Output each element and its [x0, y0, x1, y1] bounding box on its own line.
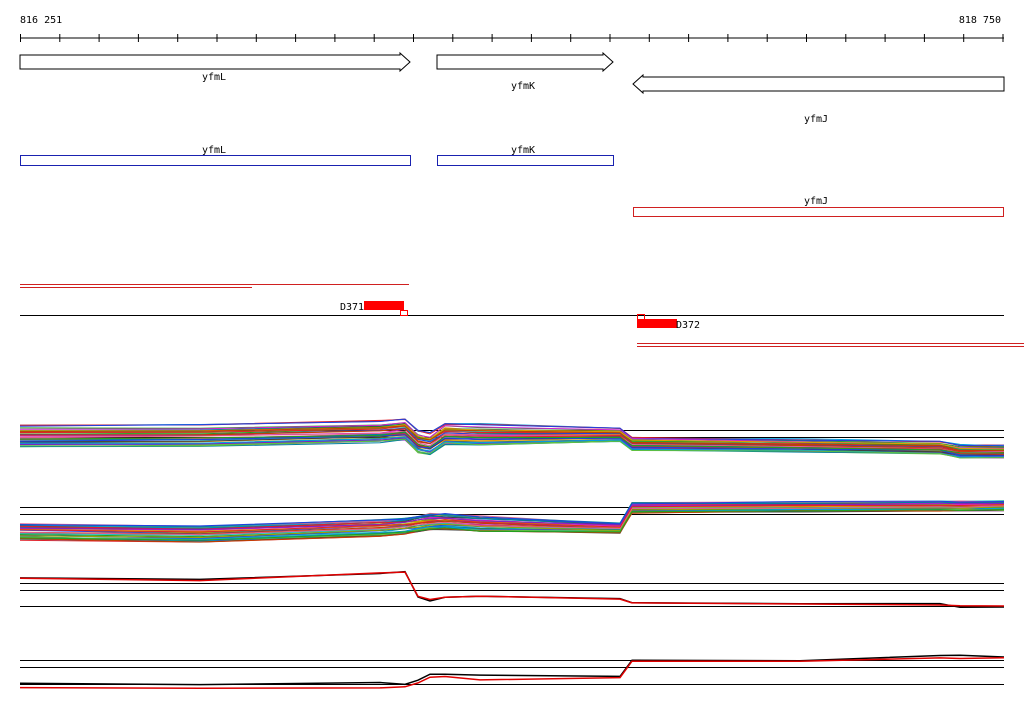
region-box [364, 301, 404, 310]
gene-arrow [19, 51, 411, 73]
expression-trace [19, 509, 1005, 541]
region-label: D371 [340, 302, 364, 313]
expression-trace [19, 418, 1005, 447]
annotation-box [437, 155, 614, 166]
ruler-start: 816 251 [20, 15, 62, 26]
gene-label: yfmL [202, 72, 226, 83]
expression-trace [19, 438, 1005, 459]
annotation-box [20, 155, 411, 166]
region-marker [400, 310, 408, 316]
expression-trace [19, 657, 1005, 690]
gene-label: yfmJ [804, 114, 828, 125]
expression-trace [19, 570, 1005, 609]
gene-arrow [436, 51, 614, 73]
annotation-label: yfmL [202, 145, 226, 156]
expression-traces [19, 418, 1005, 690]
expression-trace [19, 500, 1005, 527]
region-label: D372 [676, 320, 700, 331]
expression-trace [19, 506, 1005, 539]
expression-trace [19, 502, 1005, 531]
region-marker [637, 314, 645, 320]
expression-trace [19, 431, 1005, 454]
expression-trace [19, 571, 1005, 607]
gene-arrow [632, 73, 1005, 95]
expression-trace [19, 505, 1005, 536]
annotation-label: yfmJ [804, 196, 828, 207]
region-box [637, 319, 677, 328]
ruler [20, 34, 1004, 42]
expression-trace [19, 504, 1005, 533]
gene-label: yfmK [511, 81, 535, 92]
annotation-label: yfmK [511, 145, 535, 156]
ruler-end: 818 750 [959, 15, 1001, 26]
expression-trace [19, 654, 1005, 686]
annotation-box [633, 207, 1004, 217]
expression-trace [19, 425, 1005, 452]
